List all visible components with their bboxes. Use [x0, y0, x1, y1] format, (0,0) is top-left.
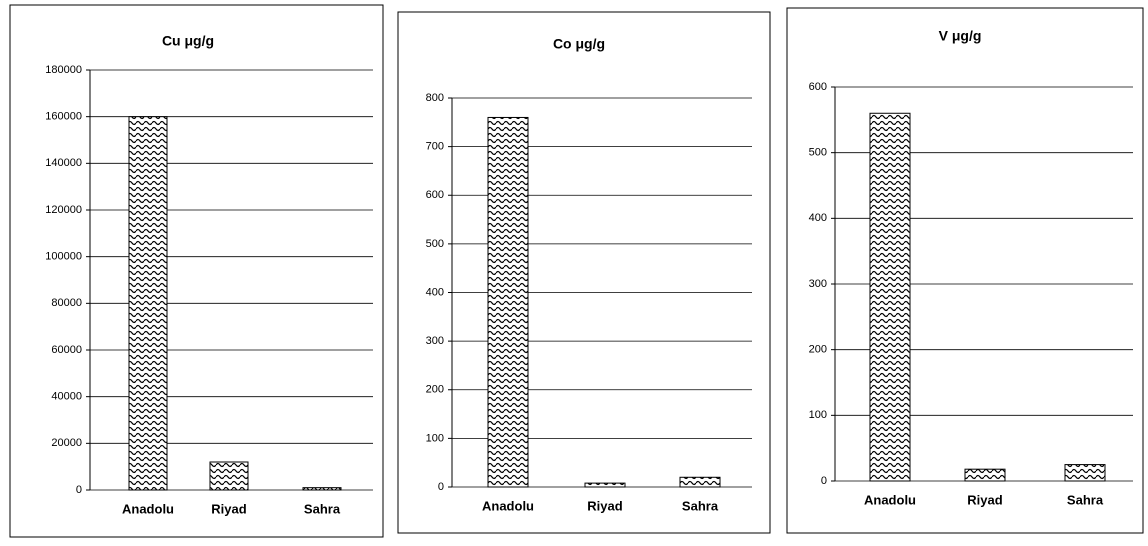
- y-tick-label: 300: [809, 278, 827, 290]
- bar: [679, 476, 721, 488]
- bar: [209, 461, 249, 491]
- y-tick-label: 300: [426, 335, 444, 347]
- y-tick-label: 140000: [45, 157, 82, 169]
- x-tick-label: Sahra: [304, 501, 341, 516]
- y-tick-label: 700: [426, 141, 444, 153]
- bar: [487, 116, 529, 488]
- y-tick-label: 100000: [45, 251, 82, 263]
- x-tick-label: Sahra: [682, 498, 719, 513]
- y-tick-label: 400: [809, 212, 827, 224]
- y-tick-label: 20000: [51, 437, 82, 449]
- y-tick-label: 800: [426, 92, 444, 104]
- chart-title: Cu μg/g: [162, 33, 214, 49]
- chart-title: V μg/g: [939, 28, 982, 44]
- y-tick-label: 600: [809, 81, 827, 93]
- y-tick-label: 160000: [45, 111, 82, 123]
- x-tick-label: Riyad: [587, 498, 622, 513]
- bar: [584, 482, 626, 488]
- x-tick-label: Sahra: [1067, 492, 1104, 507]
- bar: [128, 116, 168, 491]
- y-tick-label: 200: [426, 384, 444, 396]
- x-tick-label: Anadolu: [122, 501, 174, 516]
- x-tick-label: Riyad: [211, 501, 246, 516]
- panel-frame: [786, 7, 1144, 534]
- panel-frame: [397, 11, 771, 534]
- y-tick-label: 500: [809, 147, 827, 159]
- bar: [869, 112, 911, 482]
- y-tick-label: 100: [809, 409, 827, 421]
- panel-frame: [9, 4, 384, 538]
- y-tick-label: 600: [426, 189, 444, 201]
- bar: [964, 468, 1006, 482]
- y-tick-label: 100: [426, 432, 444, 444]
- y-tick-label: 180000: [45, 64, 82, 76]
- y-tick-label: 0: [821, 475, 827, 487]
- bar: [302, 487, 342, 491]
- y-tick-label: 60000: [51, 344, 82, 356]
- y-tick-label: 500: [426, 238, 444, 250]
- x-tick-label: Anadolu: [864, 492, 916, 507]
- y-tick-label: 40000: [51, 391, 82, 403]
- y-tick-label: 0: [438, 481, 444, 493]
- y-tick-label: 200: [809, 344, 827, 356]
- y-tick-label: 0: [76, 484, 82, 496]
- chart-title: Co μg/g: [553, 36, 605, 52]
- x-tick-label: Riyad: [967, 492, 1002, 507]
- x-tick-label: Anadolu: [482, 498, 534, 513]
- y-tick-label: 120000: [45, 204, 82, 216]
- bar: [1064, 464, 1106, 482]
- y-tick-label: 80000: [51, 297, 82, 309]
- y-tick-label: 400: [426, 286, 444, 298]
